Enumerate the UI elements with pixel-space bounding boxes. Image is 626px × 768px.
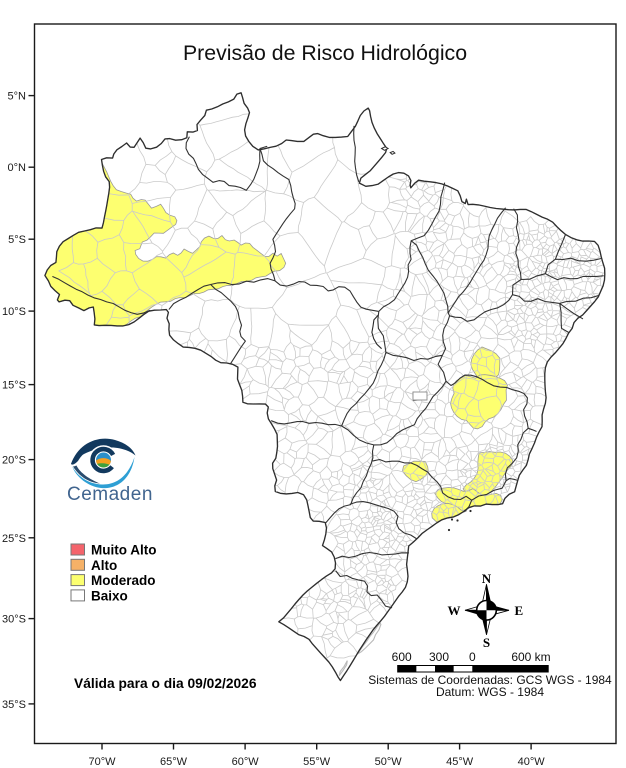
svg-text:65°W: 65°W: [160, 756, 188, 768]
svg-text:0: 0: [469, 650, 476, 664]
svg-text:5°S: 5°S: [8, 234, 26, 246]
svg-text:300: 300: [429, 650, 449, 664]
svg-text:S: S: [483, 635, 490, 650]
svg-text:30°S: 30°S: [2, 614, 26, 626]
svg-text:60°W: 60°W: [232, 756, 260, 768]
svg-text:20°S: 20°S: [2, 455, 26, 467]
svg-text:Datum: WGS - 1984: Datum: WGS - 1984: [436, 685, 544, 699]
svg-text:Válida para o dia 09/02/2026: Válida para o dia 09/02/2026: [74, 676, 257, 691]
svg-text:35°S: 35°S: [2, 699, 26, 711]
svg-text:5°N: 5°N: [8, 91, 27, 103]
svg-text:50°W: 50°W: [375, 756, 403, 768]
svg-text:Alto: Alto: [91, 558, 117, 573]
svg-text:N: N: [482, 571, 492, 586]
svg-text:10°S: 10°S: [2, 306, 26, 318]
svg-text:55°W: 55°W: [303, 756, 331, 768]
svg-text:Cemaden: Cemaden: [67, 484, 153, 505]
svg-text:Moderado: Moderado: [91, 573, 156, 588]
svg-text:Sistemas de Coordenadas: GCS W: Sistemas de Coordenadas: GCS WGS - 1984: [368, 673, 612, 687]
svg-text:45°W: 45°W: [446, 756, 474, 768]
svg-text:Previsão de Risco Hidrológico: Previsão de Risco Hidrológico: [183, 41, 467, 65]
svg-text:70°W: 70°W: [88, 756, 116, 768]
svg-text:600: 600: [392, 650, 412, 664]
svg-text:W: W: [448, 603, 461, 618]
svg-text:Baixo: Baixo: [91, 588, 128, 603]
svg-text:600 km: 600 km: [511, 650, 550, 664]
svg-text:E: E: [515, 603, 524, 618]
svg-text:Muito Alto: Muito Alto: [91, 543, 156, 558]
svg-text:25°S: 25°S: [2, 533, 26, 545]
svg-text:0°N: 0°N: [8, 162, 27, 174]
svg-text:40°W: 40°W: [518, 756, 546, 768]
svg-text:15°S: 15°S: [2, 380, 26, 392]
